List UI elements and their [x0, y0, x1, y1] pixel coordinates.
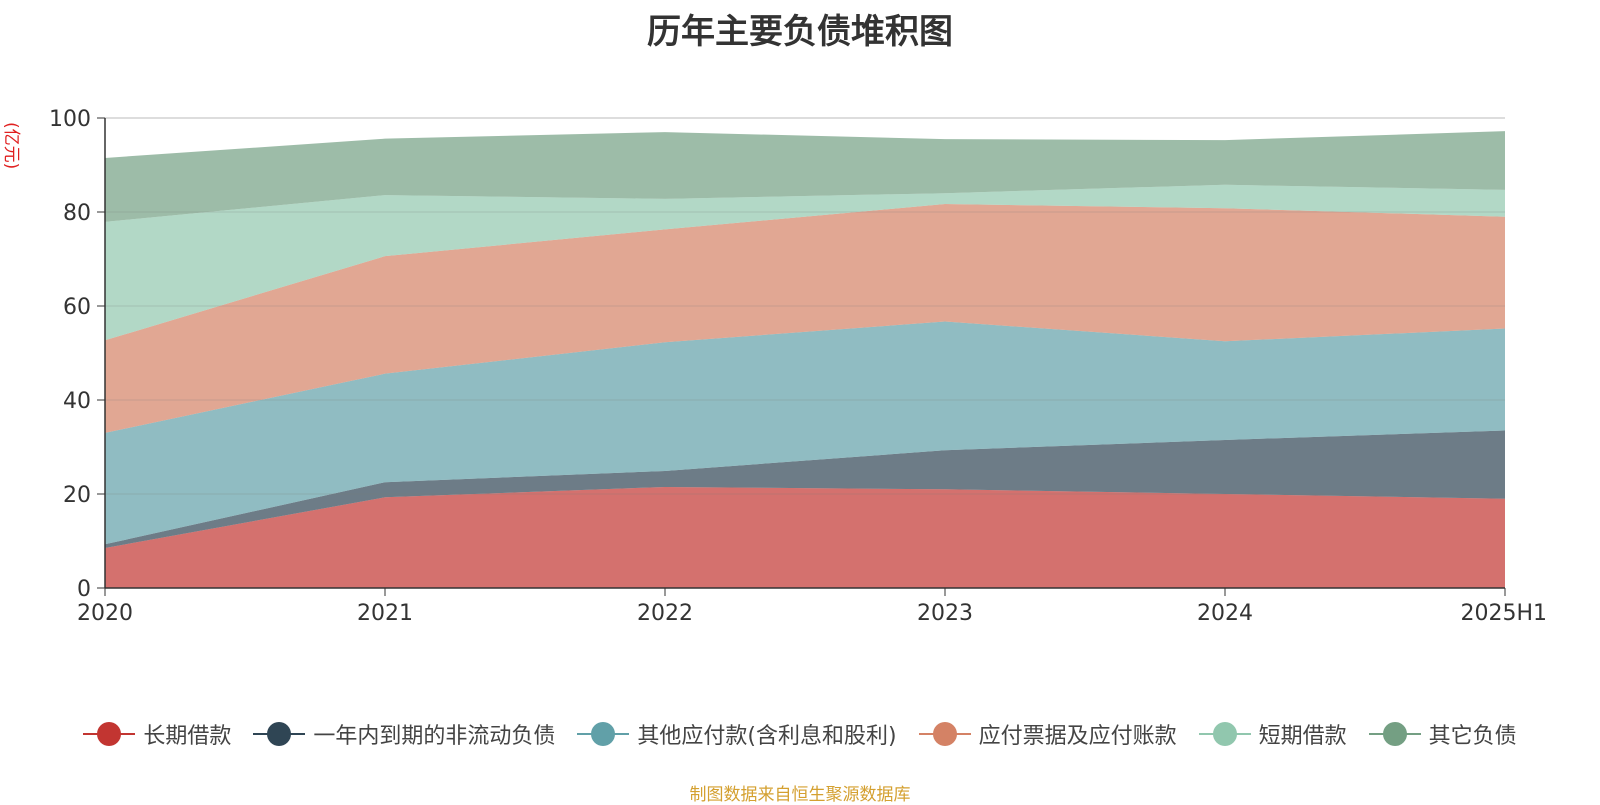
legend-label: 一年内到期的非流动负债 — [313, 724, 556, 749]
y-tick-label-40: 40 — [63, 389, 91, 414]
legend-label: 其他应付款(含利息和股利) — [637, 724, 897, 749]
data-source-note: 制图数据来自恒生聚源数据库 — [689, 785, 911, 805]
x-tick-label-2025H1: 2025H1 — [1460, 601, 1547, 626]
area-series-3 — [105, 204, 1505, 433]
area-series-2 — [105, 321, 1505, 545]
y-tick-label-0: 0 — [77, 577, 91, 602]
legend-label: 其它负债 — [1428, 724, 1517, 749]
area-series-1 — [105, 430, 1505, 549]
y-tick-label-100: 100 — [49, 107, 91, 132]
legend-item-3[interactable]: 应付票据及应付账款 — [918, 718, 1177, 750]
area-series-5 — [105, 131, 1505, 222]
legend-label: 长期借款 — [143, 724, 232, 749]
legend-marker-icon — [253, 722, 306, 746]
x-tick-label-2022: 2022 — [637, 601, 693, 626]
legend-marker-icon — [83, 722, 136, 746]
x-tick-label-2021: 2021 — [357, 601, 413, 626]
legend-label: 短期借款 — [1258, 724, 1347, 749]
chart-legend: 长期借款 一年内到期的非流动负债 其他应付款(含利息和股利) 应付票据及应付账款 短期借… — [0, 718, 1600, 750]
area-series-4 — [105, 184, 1505, 341]
legend-label: 应付票据及应付账款 — [978, 724, 1177, 749]
legend-item-4[interactable]: 短期借款 — [1198, 718, 1347, 750]
legend-marker-icon — [1198, 722, 1251, 746]
y-tick-label-20: 20 — [63, 483, 91, 508]
chart-title: 历年主要负债堆积图 — [647, 12, 953, 52]
legend-item-1[interactable]: 一年内到期的非流动负债 — [253, 718, 555, 750]
x-tick-label-2023: 2023 — [917, 601, 973, 626]
legend-marker-icon — [577, 722, 630, 746]
legend-item-0[interactable]: 长期借款 — [83, 718, 231, 750]
x-tick-label-2020: 2020 — [77, 601, 133, 626]
legend-item-2[interactable]: 其他应付款(含利息和股利) — [577, 718, 897, 750]
legend-marker-icon — [918, 722, 971, 746]
y-tick-label-60: 60 — [63, 295, 91, 320]
y-tick-label-80: 80 — [63, 201, 91, 226]
area-series-0 — [105, 486, 1505, 588]
legend-marker-icon — [1368, 722, 1421, 746]
x-tick-label-2024: 2024 — [1197, 601, 1253, 626]
legend-item-5[interactable]: 其它负债 — [1368, 718, 1517, 750]
